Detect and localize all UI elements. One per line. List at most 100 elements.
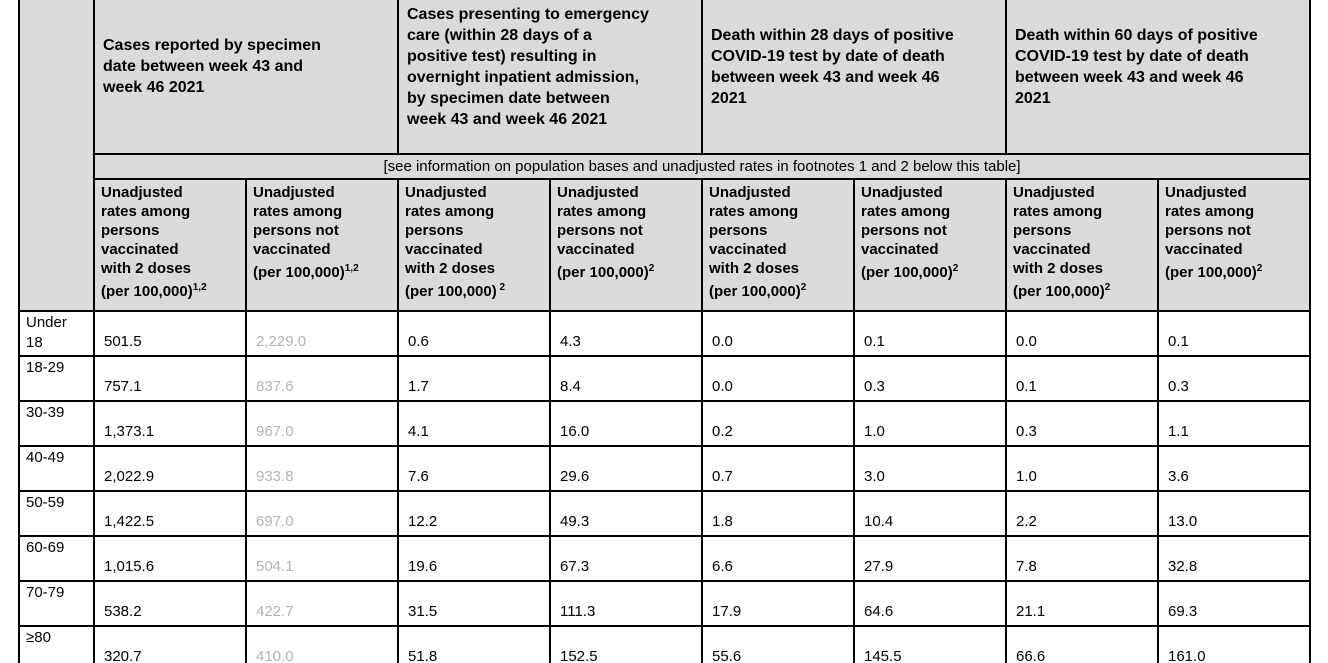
rate-cell: 837.6 [245,355,399,402]
rate-cell: 64.6 [853,580,1007,627]
table-row: 50-59 1,422.5 697.0 12.2 49.3 1.8 10.4 2… [18,490,1311,537]
rate-cell: 3.0 [853,445,1007,492]
subheader-text: Unadjusted rates among persons not vacci… [861,184,953,281]
table-row: 40-49 2,022.9 933.8 7.6 29.6 0.7 3.0 1.0… [18,445,1311,492]
footnote-ref: 2 [1256,263,1263,274]
rate-cell: 7.8 [1005,535,1159,582]
rate-cell: 4.1 [397,400,551,447]
rate-cell: 145.5 [853,625,1007,663]
rate-cell: 17.9 [701,580,855,627]
age-group-label: 40-49 [18,445,95,492]
rate-cell: 1.8 [701,490,855,537]
rate-cell: 161.0 [1157,625,1311,663]
rate-cell: 933.8 [245,445,399,492]
rate-cell: 3.6 [1157,445,1311,492]
rate-cell: 27.9 [853,535,1007,582]
footnote-banner-row: [see information on population bases and… [19,153,1311,180]
rate-cell: 8.4 [549,355,703,402]
footnote-ref: 2 [800,282,807,293]
rate-cell: 16.0 [549,400,703,447]
rate-cell: 0.0 [1005,310,1159,357]
rate-cell: 1.7 [397,355,551,402]
rate-cell: 538.2 [93,580,247,627]
footnote-ref: 2 [1104,282,1111,293]
footnote-ref: 2 [648,263,655,274]
age-group-label: 30-39 [18,400,95,447]
rate-cell: 1.1 [1157,400,1311,447]
age-group-label: Under 18 [18,310,95,357]
rate-cell: 0.2 [701,400,855,447]
rate-cell: 967.0 [245,400,399,447]
subheader-row: Unadjusted rates among persons vaccinate… [19,178,1311,312]
footnote-banner: [see information on population bases and… [93,153,1311,180]
rate-cell: 1.0 [1005,445,1159,492]
rate-cell: 29.6 [549,445,703,492]
rate-cell: 2,229.0 [245,310,399,357]
rate-cell: 2,022.9 [93,445,247,492]
subheader-not-vaccinated: Unadjusted rates among persons not vacci… [549,178,703,312]
age-group-label: 70-79 [18,580,95,627]
rate-cell: 66.6 [1005,625,1159,663]
group-header-death-60-days: Death within 60 days of positive COVID-1… [1005,0,1311,155]
rate-cell: 0.0 [701,355,855,402]
rate-cell: 410.0 [245,625,399,663]
table-row: 70-79 538.2 422.7 31.5 111.3 17.9 64.6 2… [18,580,1311,627]
rate-cell: 0.7 [701,445,855,492]
subheader-vaccinated: Unadjusted rates among persons vaccinate… [93,178,247,312]
subheader-vaccinated: Unadjusted rates among persons vaccinate… [701,178,855,312]
rate-cell: 0.6 [397,310,551,357]
subheader-text: Unadjusted rates among persons vaccinate… [101,184,193,300]
rate-cell: 0.1 [1157,310,1311,357]
footnote-ref: 2 [496,282,506,293]
age-group-label: 50-59 [18,490,95,537]
footnote-ref: 2 [952,263,959,274]
rate-cell: 21.1 [1005,580,1159,627]
rate-cell: 32.8 [1157,535,1311,582]
covid-rates-by-vaccination-table: Cases reported by specimen date between … [18,0,1311,663]
rate-cell: 422.7 [245,580,399,627]
age-group-label: 18-29 [18,355,95,402]
subheader-text: Unadjusted rates among persons not vacci… [1165,184,1257,281]
rate-cell: 51.8 [397,625,551,663]
rate-cell: 31.5 [397,580,551,627]
rate-cell: 1,373.1 [93,400,247,447]
group-header-cases: Cases reported by specimen date between … [93,0,399,155]
table-row: 30-39 1,373.1 967.0 4.1 16.0 0.2 1.0 0.3… [18,400,1311,447]
rate-cell: 111.3 [549,580,703,627]
rate-cell: 69.3 [1157,580,1311,627]
rate-cell: 152.5 [549,625,703,663]
rate-cell: 0.0 [701,310,855,357]
rate-cell: 10.4 [853,490,1007,537]
rate-cell: 0.3 [1157,355,1311,402]
table-row: ≥80 320.7 410.0 51.8 152.5 55.6 145.5 66… [18,625,1311,663]
rate-cell: 1.0 [853,400,1007,447]
table-row: 18-29 757.1 837.6 1.7 8.4 0.0 0.3 0.1 0.… [18,355,1311,402]
subheader-text: Unadjusted rates among persons not vacci… [253,184,345,281]
rate-cell: 501.5 [93,310,247,357]
rate-cell: 0.3 [853,355,1007,402]
group-header-emergency-care: Cases presenting to emergency care (with… [397,0,703,155]
stub-cell [18,0,95,312]
rate-cell: 67.3 [549,535,703,582]
rate-cell: 55.6 [701,625,855,663]
rates-table-container: Cases reported by specimen date between … [18,0,1328,663]
subheader-vaccinated: Unadjusted rates among persons vaccinate… [397,178,551,312]
table-row: 60-69 1,015.6 504.1 19.6 67.3 6.6 27.9 7… [18,535,1311,582]
rate-cell: 19.6 [397,535,551,582]
subheader-not-vaccinated: Unadjusted rates among persons not vacci… [853,178,1007,312]
rate-cell: 7.6 [397,445,551,492]
subheader-vaccinated: Unadjusted rates among persons vaccinate… [1005,178,1159,312]
age-group-label: 60-69 [18,535,95,582]
footnote-ref: 1,2 [344,263,359,274]
rate-cell: 0.1 [1005,355,1159,402]
subheader-not-vaccinated: Unadjusted rates among persons not vacci… [245,178,399,312]
subheader-not-vaccinated: Unadjusted rates among persons not vacci… [1157,178,1311,312]
rate-cell: 2.2 [1005,490,1159,537]
age-group-label: ≥80 [18,625,95,663]
rate-cell: 697.0 [245,490,399,537]
rate-cell: 320.7 [93,625,247,663]
group-header-row: Cases reported by specimen date between … [18,0,1311,312]
rate-cell: 13.0 [1157,490,1311,537]
subheader-text: Unadjusted rates among persons vaccinate… [405,184,497,300]
